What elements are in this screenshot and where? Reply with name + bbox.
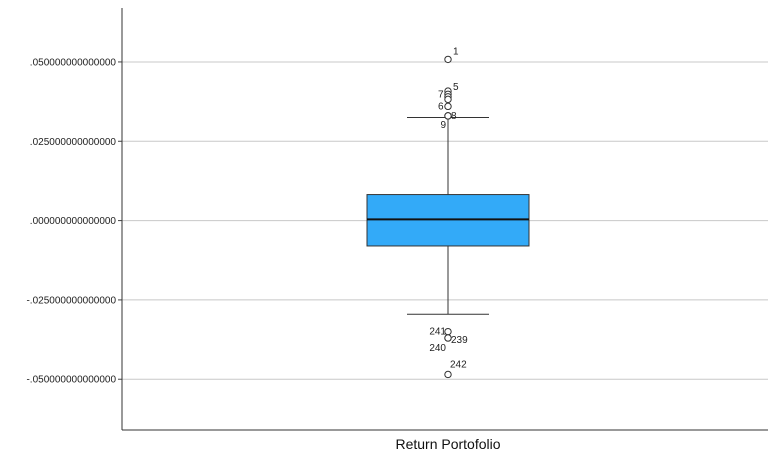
outlier-label: 239: [451, 335, 468, 346]
outlier-point: [444, 95, 452, 104]
outlier-point: [444, 102, 452, 111]
outlier-label: 1: [453, 46, 459, 57]
outlier-point: [444, 55, 452, 64]
axes: .050000000000000 .025000000000000 .0000000…: [26, 8, 768, 431]
outlier-label: 242: [450, 359, 467, 370]
x-axis-label: Return Portofolio: [395, 436, 500, 452]
outlier-point: [444, 370, 452, 379]
outlier-label: 241: [429, 327, 446, 338]
outlier-label: 9: [440, 120, 446, 131]
outlier-label: 5: [453, 82, 459, 93]
y-tick-label: .050000000000000: [30, 57, 117, 68]
outlier-label: 8: [451, 111, 457, 122]
outlier-point: [444, 334, 452, 342]
outlier-point: [444, 112, 452, 120]
outlier-label: 240: [429, 343, 446, 354]
y-tick-label: -.025000000000000: [26, 295, 116, 306]
outlier-label: 7: [438, 89, 444, 100]
outlier-label: 6: [438, 101, 444, 112]
y-tick-label: .000000000000000: [30, 216, 117, 227]
y-tick-label: -.050000000000000: [26, 375, 116, 386]
box-plot: [366, 116, 530, 315]
y-tick-label: .025000000000000: [30, 137, 117, 148]
